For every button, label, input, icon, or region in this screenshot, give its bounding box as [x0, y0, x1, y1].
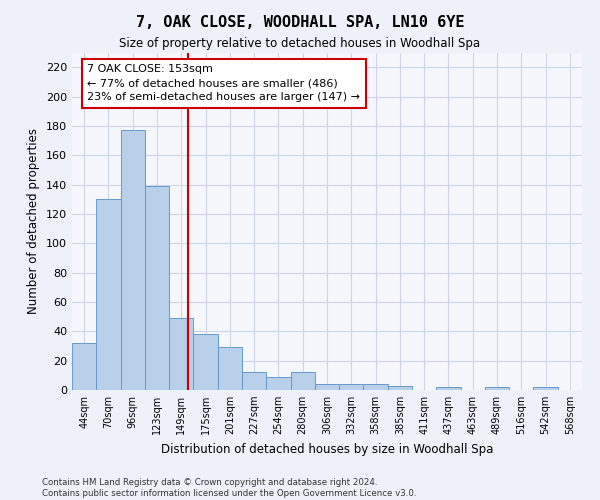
Bar — [364, 384, 388, 390]
Bar — [121, 130, 145, 390]
Bar — [339, 384, 364, 390]
Bar — [290, 372, 315, 390]
Bar — [436, 387, 461, 390]
Bar — [72, 343, 96, 390]
Bar — [266, 377, 290, 390]
X-axis label: Distribution of detached houses by size in Woodhall Spa: Distribution of detached houses by size … — [161, 442, 493, 456]
Bar — [193, 334, 218, 390]
Bar — [169, 318, 193, 390]
Text: Contains HM Land Registry data © Crown copyright and database right 2024.
Contai: Contains HM Land Registry data © Crown c… — [42, 478, 416, 498]
Bar — [218, 348, 242, 390]
Text: 7, OAK CLOSE, WOODHALL SPA, LN10 6YE: 7, OAK CLOSE, WOODHALL SPA, LN10 6YE — [136, 15, 464, 30]
Text: 7 OAK CLOSE: 153sqm
← 77% of detached houses are smaller (486)
23% of semi-detac: 7 OAK CLOSE: 153sqm ← 77% of detached ho… — [88, 64, 360, 102]
Bar — [388, 386, 412, 390]
Bar — [485, 387, 509, 390]
Bar — [96, 199, 121, 390]
Y-axis label: Number of detached properties: Number of detached properties — [28, 128, 40, 314]
Bar — [315, 384, 339, 390]
Text: Size of property relative to detached houses in Woodhall Spa: Size of property relative to detached ho… — [119, 38, 481, 51]
Bar — [533, 387, 558, 390]
Bar — [145, 186, 169, 390]
Bar — [242, 372, 266, 390]
